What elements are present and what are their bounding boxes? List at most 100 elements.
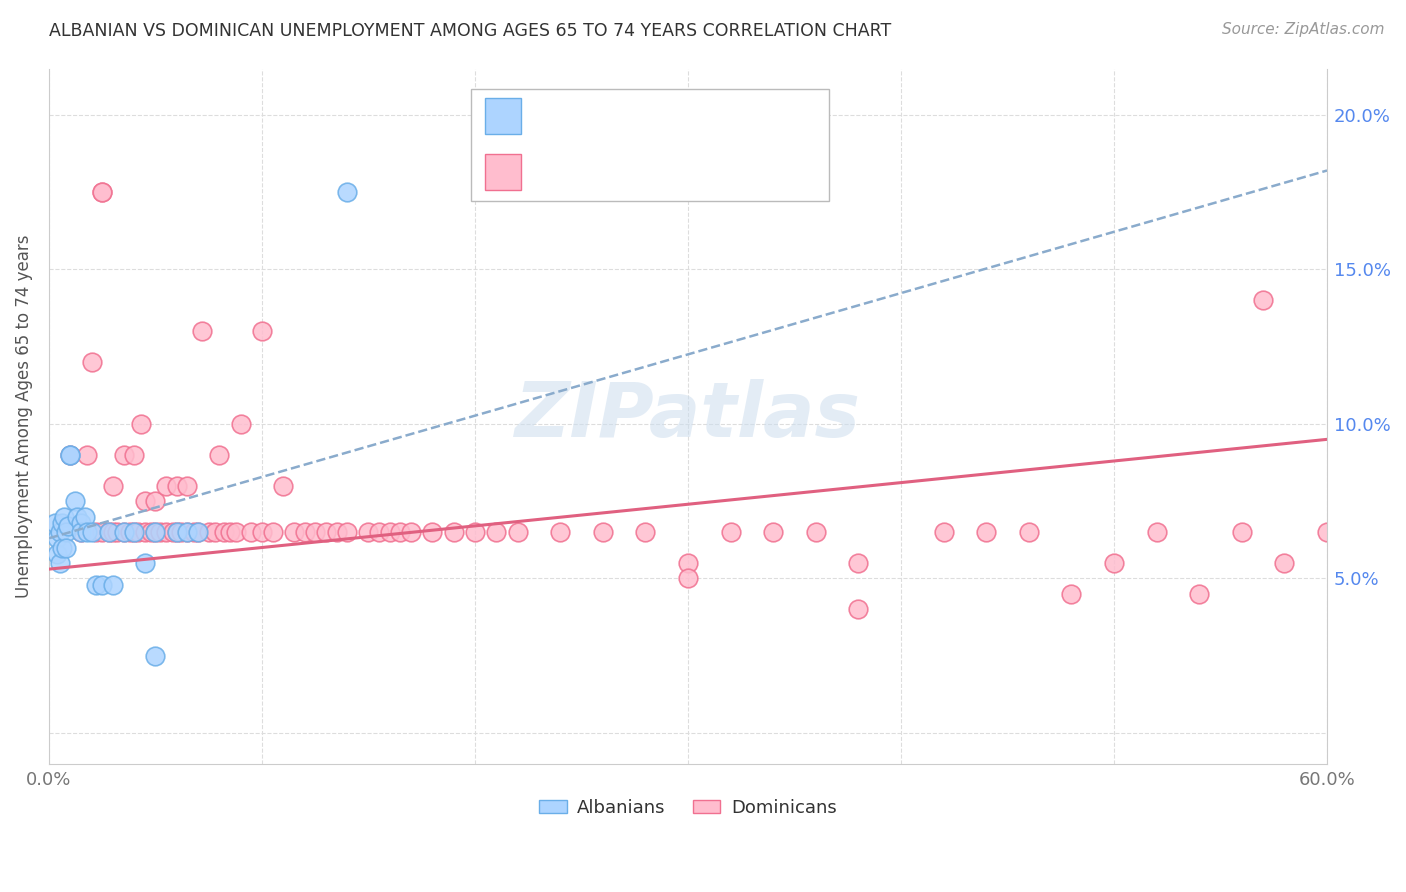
Point	[101, 479, 124, 493]
Point	[422, 524, 444, 539]
Point	[166, 524, 188, 539]
Point	[80, 355, 103, 369]
Point	[162, 524, 184, 539]
Point	[145, 524, 167, 539]
Point	[229, 417, 252, 431]
Point	[91, 185, 114, 199]
Point	[105, 524, 128, 539]
Point	[1060, 587, 1083, 601]
Point	[134, 494, 156, 508]
Point	[485, 524, 508, 539]
Point	[84, 524, 107, 539]
Point	[91, 524, 114, 539]
Point	[52, 509, 75, 524]
Point	[134, 524, 156, 539]
Point	[122, 448, 145, 462]
Point	[91, 577, 114, 591]
Point	[75, 509, 97, 524]
Point	[271, 479, 294, 493]
Point	[59, 448, 82, 462]
Point	[1274, 556, 1296, 570]
Point	[720, 524, 742, 539]
Point	[548, 524, 571, 539]
Point	[336, 185, 359, 199]
Text: Source: ZipAtlas.com: Source: ZipAtlas.com	[1222, 22, 1385, 37]
Point	[634, 524, 657, 539]
Point	[676, 556, 699, 570]
Point	[145, 494, 167, 508]
Point	[80, 524, 103, 539]
Point	[399, 524, 422, 539]
Point	[59, 448, 82, 462]
Point	[389, 524, 412, 539]
Point	[506, 524, 529, 539]
Point	[155, 524, 177, 539]
Point	[48, 556, 70, 570]
Point	[166, 524, 188, 539]
Point	[1230, 524, 1253, 539]
Point	[134, 556, 156, 570]
Point	[848, 602, 870, 616]
Point	[56, 519, 79, 533]
Point	[70, 516, 93, 530]
Point	[357, 524, 380, 539]
Point	[101, 524, 124, 539]
Text: ALBANIAN VS DOMINICAN UNEMPLOYMENT AMONG AGES 65 TO 74 YEARS CORRELATION CHART: ALBANIAN VS DOMINICAN UNEMPLOYMENT AMONG…	[49, 22, 891, 40]
Point	[1251, 293, 1274, 308]
Point	[51, 541, 73, 555]
Point	[145, 648, 167, 663]
Point	[592, 524, 614, 539]
Point	[848, 556, 870, 570]
Point	[112, 524, 135, 539]
Point	[250, 324, 273, 338]
Point	[101, 577, 124, 591]
Point	[191, 324, 214, 338]
Point	[176, 524, 198, 539]
Point	[112, 448, 135, 462]
Point	[187, 524, 209, 539]
Point	[804, 524, 827, 539]
Point	[118, 524, 141, 539]
Point	[294, 524, 316, 539]
Point	[1188, 587, 1211, 601]
Point	[1018, 524, 1040, 539]
Point	[176, 524, 198, 539]
Point	[304, 524, 326, 539]
Point	[325, 524, 347, 539]
Point	[176, 479, 198, 493]
Point	[464, 524, 486, 539]
Point	[204, 524, 226, 539]
Point	[97, 524, 120, 539]
Point	[127, 524, 149, 539]
Point	[932, 524, 955, 539]
Point	[240, 524, 263, 539]
Point	[149, 524, 172, 539]
Point	[48, 524, 70, 539]
Point	[55, 541, 77, 555]
Point	[70, 524, 93, 539]
Point	[1146, 524, 1168, 539]
Point	[676, 571, 699, 585]
Point	[145, 524, 167, 539]
Point	[1316, 524, 1339, 539]
Point	[283, 524, 305, 539]
Point	[141, 524, 163, 539]
Point	[122, 524, 145, 539]
Point	[46, 531, 69, 545]
Point	[1102, 556, 1125, 570]
Point	[212, 524, 235, 539]
Point	[63, 494, 86, 508]
Point	[225, 524, 247, 539]
Point	[155, 479, 177, 493]
Point	[315, 524, 337, 539]
Point	[51, 516, 73, 530]
Point	[443, 524, 465, 539]
Point	[166, 479, 188, 493]
Point	[762, 524, 785, 539]
Point	[46, 547, 69, 561]
Point	[378, 524, 401, 539]
Point	[974, 524, 997, 539]
Point	[122, 524, 145, 539]
Point	[44, 516, 66, 530]
Point	[66, 509, 89, 524]
